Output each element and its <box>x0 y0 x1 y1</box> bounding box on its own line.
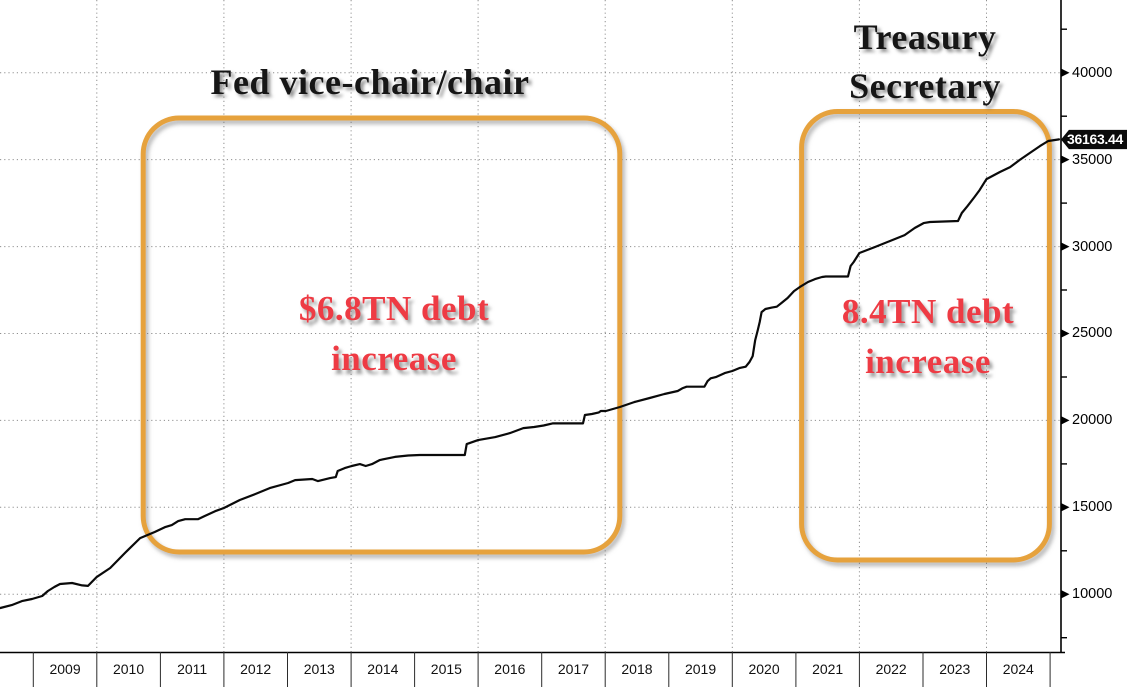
last-value-text: 36163.44 <box>1067 131 1123 147</box>
fed-annotation-title: Fed vice-chair/chair <box>170 61 570 103</box>
last-value-tag: 36163.44 <box>1061 129 1127 150</box>
x-axis-year-label: 2019 <box>684 661 717 677</box>
treasury-debt-increase-note-line1: 8.4TN debt <box>841 292 1015 331</box>
treasury-debt-increase-note: 8.4TN debt increase <box>778 287 1078 387</box>
y-tick-arrow <box>1061 242 1070 251</box>
y-axis-label: 40000 <box>1072 64 1113 81</box>
debt-line <box>0 138 1061 610</box>
treasury-annotation-title-line1: Treasury <box>853 17 997 57</box>
x-axis-year-label: 2013 <box>303 661 335 677</box>
x-axis-year-label: 2010 <box>112 661 145 677</box>
y-axis-label: 30000 <box>1072 238 1113 255</box>
x-axis-year-label: 2016 <box>494 661 526 677</box>
highlight-box-fed <box>140 115 623 555</box>
y-tick-arrow <box>1061 329 1070 338</box>
y-tick-arrow <box>1061 503 1070 512</box>
treasury-annotation-title: Treasury Secretary <box>800 13 1050 111</box>
x-axis-year-label: 2009 <box>49 661 81 677</box>
x-axis-year-label: 2015 <box>430 661 462 677</box>
fed-debt-increase-note-line2: increase <box>331 339 457 378</box>
fed-annotation-title-text: Fed vice-chair/chair <box>210 62 530 102</box>
x-axis-year-label: 2022 <box>875 661 907 677</box>
y-axis-label: 15000 <box>1072 499 1113 516</box>
x-axis-year-label: 2018 <box>621 661 653 677</box>
fed-debt-increase-note-line1: $6.8TN debt <box>298 289 490 328</box>
x-axis-year-label: 2021 <box>812 661 844 677</box>
y-tick-arrow <box>1061 68 1070 77</box>
x-axis-year-label: 2011 <box>177 661 208 677</box>
fed-debt-increase-note: $6.8TN debt increase <box>244 284 544 384</box>
x-axis-year-label: 2024 <box>1002 661 1034 677</box>
y-tick-arrow <box>1061 155 1070 164</box>
y-axis-label: 35000 <box>1072 151 1113 168</box>
y-tick-arrow <box>1061 590 1070 599</box>
y-axis-label: 10000 <box>1072 586 1113 603</box>
x-axis-year-label: 2012 <box>240 661 272 677</box>
treasury-debt-increase-note-line2: increase <box>865 342 991 381</box>
y-axis-label: 20000 <box>1072 412 1113 429</box>
treasury-annotation-title-line2: Secretary <box>849 66 1001 106</box>
x-axis-year-label: 2014 <box>367 661 399 677</box>
x-axis-year-label: 2017 <box>557 661 590 677</box>
x-axis-year-label: 2023 <box>939 661 971 677</box>
y-tick-arrow <box>1061 416 1070 425</box>
highlight-box-treasury <box>799 109 1052 563</box>
y-axis-label: 25000 <box>1072 325 1113 342</box>
x-axis-year-label: 2020 <box>748 661 780 677</box>
